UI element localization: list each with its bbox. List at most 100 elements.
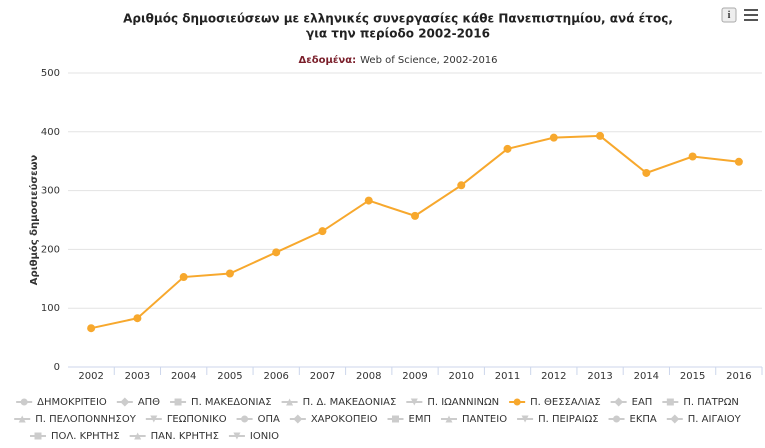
legend-symbol: [613, 415, 621, 423]
x-tick-label: 2015: [680, 371, 705, 382]
legend-label: ΑΠΘ: [138, 397, 160, 408]
legend-label: ΕΚΠΑ: [630, 414, 657, 425]
legend-item[interactable]: ΠΑΝΤΕΙΟ: [440, 414, 507, 425]
legend-symbol: [410, 398, 418, 406]
y-axis-label: Αριθμός δημοσιεύσεων: [28, 155, 40, 286]
y-tick-label: 200: [41, 244, 60, 255]
x-tick-label: 2011: [495, 371, 520, 382]
legend-item[interactable]: ΠΟΛ. ΚΡΗΤΗΣ: [30, 431, 120, 442]
y-tick-label: 100: [41, 303, 60, 314]
legend-symbol: [18, 415, 26, 423]
legend-symbol: [233, 432, 241, 440]
x-tick-label: 2007: [310, 371, 335, 382]
legend-symbol: [445, 415, 453, 423]
legend-item[interactable]: ΓΕΩΠΟΝΙΚΟ: [145, 414, 227, 425]
legend-symbol: [134, 432, 142, 440]
legend-symbol: [521, 415, 529, 423]
legend-label: Π. ΜΑΚΕΔΟΝΙΑΣ: [191, 397, 272, 408]
legend-symbol: [392, 415, 400, 423]
chart-subtitle: Δεδομένα: Web of Science, 2002-2016: [298, 54, 497, 66]
legend-item[interactable]: Π. ΙΩΑΝΝΙΝΩΝ: [406, 397, 499, 408]
legend-item[interactable]: ΕΜΠ: [387, 414, 431, 425]
legend-item[interactable]: Π. Δ. ΜΑΚΕΔΟΝΙΑΣ: [281, 397, 397, 408]
legend-symbol: [666, 398, 674, 406]
x-tick-label: 2006: [263, 371, 288, 382]
legend-label: ΕΑΠ: [632, 397, 653, 408]
legend-label: Π. ΑΙΓΑΙΟΥ: [688, 414, 742, 425]
legend-label: Π. ΠΕΛΟΠΟΝΝΗΣΟΥ: [35, 414, 136, 425]
legend-item[interactable]: ΟΠΑ: [236, 414, 280, 425]
point: [503, 144, 512, 153]
legend-symbol: [174, 398, 182, 406]
legend-symbol: [670, 414, 680, 424]
x-tick-label: 2016: [726, 371, 751, 382]
x-tick-label: 2009: [402, 371, 427, 382]
point: [596, 131, 605, 140]
legend-symbol: [241, 415, 249, 423]
point: [688, 152, 697, 161]
legend-item[interactable]: Π. ΘΕΣΣΑΛΙΑΣ: [509, 397, 601, 408]
legend-item[interactable]: ΧΑΡΟΚΟΠΕΙΟ: [289, 414, 378, 425]
info-button[interactable]: i: [721, 7, 737, 23]
x-tick-label: 2003: [125, 371, 150, 382]
legend-label: ΟΠΑ: [258, 414, 280, 425]
legend-symbol: [20, 398, 28, 406]
legend-label: ΕΜΠ: [409, 414, 431, 425]
chart-title: για την περίοδο 2002-2016: [306, 27, 490, 41]
point: [133, 314, 142, 323]
point: [225, 269, 234, 278]
x-tick-label: 2002: [78, 371, 103, 382]
legend-item[interactable]: ΙΟΝΙΟ: [228, 431, 279, 442]
x-tick-label: 2012: [541, 371, 566, 382]
legend-label: Π. ΠΕΙΡΑΙΩΣ: [538, 414, 598, 425]
legend-label: ΔΗΜΟΚΡΙΤΕΙΟ: [37, 397, 107, 408]
legend-label: ΙΟΝΙΟ: [250, 431, 279, 442]
subtitle: Web of Science, 2002-2016: [360, 55, 497, 66]
legend-item[interactable]: ΑΠΘ: [116, 397, 160, 408]
point: [642, 168, 651, 177]
legend-item[interactable]: ΕΑΠ: [610, 397, 653, 408]
info-box[interactable]: [721, 7, 737, 23]
x-tick-label: 2013: [587, 371, 612, 382]
y-tick-label: 400: [41, 127, 60, 138]
x-tick-label: 2014: [634, 371, 659, 382]
point: [734, 157, 743, 166]
legend-label: ΧΑΡΟΚΟΠΕΙΟ: [311, 414, 378, 425]
legend-item[interactable]: ΔΗΜΟΚΡΙΤΕΙΟ: [16, 397, 107, 408]
legend-label: Π. ΙΩΑΝΝΙΝΩΝ: [427, 397, 499, 408]
y-tick-label: 0: [54, 362, 60, 373]
legend-item[interactable]: ΠΑΝ. ΚΡΗΤΗΣ: [129, 431, 219, 442]
legend-item[interactable]: Π. ΠΕΛΟΠΟΝΝΗΣΟΥ: [14, 414, 137, 425]
legend-symbol: [513, 398, 521, 406]
legend-label: Π. ΘΕΣΣΑΛΙΑΣ: [530, 397, 601, 408]
line: [90, 134, 739, 330]
x-tick-label: 2004: [171, 371, 196, 382]
y-tick-label: 500: [41, 68, 60, 79]
legend-symbol: [286, 398, 294, 406]
legend-symbol: [34, 432, 42, 440]
legend-label: Π. Δ. ΜΑΚΕΔΟΝΙΑΣ: [303, 397, 397, 408]
point: [457, 181, 466, 190]
point: [318, 227, 327, 236]
point: [364, 196, 373, 205]
legend-symbol: [150, 415, 158, 423]
legend-label: ΠΟΛ. ΚΡΗΤΗΣ: [51, 431, 120, 442]
legend-label: Π. ΠΑΤΡΩΝ: [683, 397, 739, 408]
legend-symbol: [293, 414, 303, 424]
legend-item[interactable]: Π. ΠΕΙΡΑΙΩΣ: [517, 414, 599, 425]
legend-item[interactable]: Π. ΑΙΓΑΙΟΥ: [666, 414, 742, 425]
chart-title: Αριθμός δημοσιεύσεων με ελληνικές συνεργ…: [123, 12, 673, 26]
legend-item[interactable]: Π. ΠΑΤΡΩΝ: [662, 397, 739, 408]
info-icon[interactable]: i: [728, 10, 731, 21]
x-tick-label: 2010: [449, 371, 474, 382]
legend-symbol: [614, 397, 624, 407]
point: [87, 324, 96, 333]
x-tick-label: 2008: [356, 371, 381, 382]
point: [272, 248, 281, 257]
subtitle-label: Δεδομένα:: [298, 54, 356, 66]
menu-button[interactable]: [744, 9, 758, 21]
legend-item[interactable]: Π. ΜΑΚΕΔΟΝΙΑΣ: [170, 397, 272, 408]
legend-item[interactable]: ΕΚΠΑ: [608, 414, 657, 425]
point: [179, 273, 188, 282]
